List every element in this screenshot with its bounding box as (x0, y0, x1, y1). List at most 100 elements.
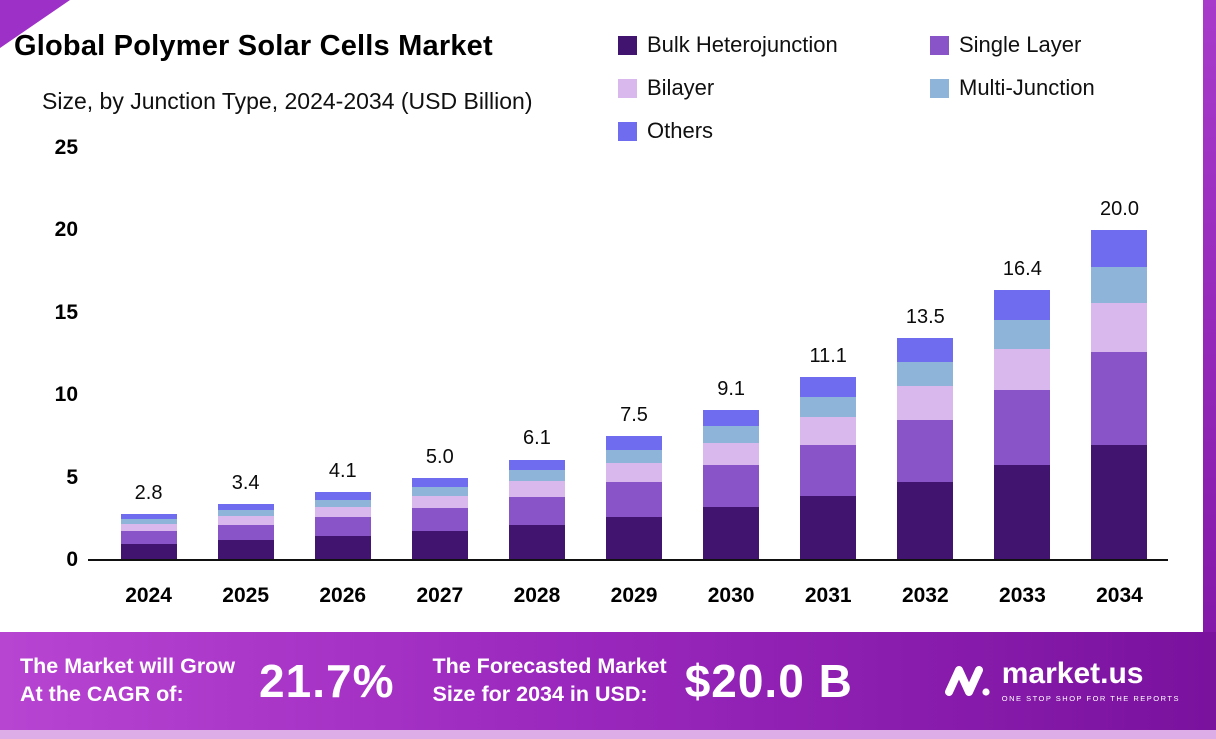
legend-item-bulk-heterojunction: Bulk Heterojunction (618, 32, 930, 58)
bar-total-label: 20.0 (1100, 198, 1139, 221)
legend-label: Others (647, 118, 714, 143)
legend-swatch-icon (618, 121, 637, 141)
x-axis-label-2032: 2032 (901, 584, 949, 607)
y-axis-tick-label: 0 (66, 548, 78, 571)
bar-segment-bilayer (897, 386, 954, 420)
bar-segment-others (217, 504, 274, 511)
forecast-label-line2: Size for 2034 in USD: (432, 681, 648, 706)
legend-swatch-icon (618, 78, 637, 98)
legend-item-bilayer: Bilayer (618, 75, 930, 101)
bar-segment-single-layer (120, 531, 177, 544)
bar-column-2032: 13.5 (877, 148, 974, 560)
bar-segment-single-layer (1091, 352, 1148, 445)
bar-segment-others (994, 289, 1051, 320)
bottom-banner: The Market will Grow At the CAGR of: 21.… (0, 632, 1216, 739)
logo-name: market.us (1001, 656, 1144, 690)
legend-swatch-icon (930, 78, 949, 98)
bar-total-label: 13.5 (905, 305, 945, 328)
x-axis-line (88, 559, 1168, 561)
stacked-bar (411, 477, 468, 560)
bar-segment-others (1091, 230, 1148, 267)
bar-segment-single-layer (217, 524, 274, 541)
bar-total-label: 9.1 (717, 378, 746, 401)
x-axis-label-2031: 2031 (804, 584, 852, 607)
stacked-bar (217, 504, 274, 560)
bar-segment-multi-junction (994, 319, 1051, 350)
bar-segment-single-layer (411, 508, 468, 532)
bar-segment-multi-junction (1091, 266, 1148, 303)
bar-total-label: 2.8 (134, 481, 163, 504)
y-axis-tick-label: 10 (54, 383, 78, 407)
market-us-logo-icon (944, 665, 990, 696)
stacked-bar (120, 513, 177, 560)
legend-item-others: Others (618, 118, 930, 144)
bar-total-label: 11.1 (809, 345, 847, 368)
bar-segment-bulk-heterojunction (800, 495, 857, 560)
logo-tagline: ONE STOP SHOP FOR THE REPORTS (1001, 693, 1180, 703)
bar-segment-others (703, 410, 760, 427)
bar-segment-bilayer (411, 495, 468, 509)
forecast-label: The Forecasted Market Size for 2034 in U… (432, 653, 666, 709)
bar-segment-others (800, 377, 857, 398)
bar-segment-bilayer (508, 481, 565, 497)
bar-column-2030: 9.1 (683, 148, 780, 560)
legend-label: Bulk Heterojunction (647, 32, 838, 57)
bar-segment-others (411, 477, 468, 487)
bar-segment-others (508, 459, 565, 471)
bar-column-2031: 11.1 (780, 148, 877, 560)
x-axis-label-2026: 2026 (319, 584, 367, 607)
bar-segment-single-layer (508, 496, 565, 525)
forecast-label-line1: The Forecasted Market (432, 653, 667, 678)
x-axis-label-2025: 2025 (222, 584, 269, 607)
bar-segment-others (606, 436, 663, 450)
bar-column-2028: 6.1 (488, 148, 585, 560)
legend-label: Single Layer (959, 32, 1082, 57)
legend-label: Multi-Junction (959, 75, 1095, 100)
bar-segment-single-layer (314, 517, 371, 537)
legend-swatch-icon (618, 35, 637, 55)
y-axis-tick-label: 5 (66, 465, 78, 489)
bar-segment-bulk-heterojunction (1091, 444, 1148, 560)
bar-segment-single-layer (897, 419, 954, 483)
bar-total-label: 7.5 (620, 404, 648, 427)
bar-total-label: 5.0 (425, 445, 454, 468)
banner-bottom-strip (0, 730, 1216, 739)
bar-segment-bulk-heterojunction (994, 465, 1051, 560)
bar-segment-multi-junction (120, 519, 177, 525)
legend: Bulk Heterojunction Single Layer Bilayer Mu… (618, 32, 1095, 144)
bar-segment-bilayer (606, 463, 663, 483)
cagr-label-line2: At the CAGR of: (20, 681, 184, 706)
bar-segment-bulk-heterojunction (897, 482, 954, 560)
x-axis-label-2034: 2034 (1096, 584, 1143, 607)
bar-segment-bilayer (314, 507, 371, 518)
legend-swatch-icon (930, 35, 949, 55)
chart-title: Global Polymer Solar Cells Market (14, 30, 493, 62)
bar-segment-others (120, 513, 177, 520)
x-axis-label-2028: 2028 (513, 584, 561, 607)
bar-column-2034: 20.0 (1071, 148, 1168, 560)
x-axis-labels: 2024 2025 2026 2027 2028 2029 2030 2031 2032 2033… (100, 584, 1168, 608)
market-us-logo: market.us ONE STOP SHOP FOR THE REPORTS (944, 656, 1180, 703)
bar-segment-multi-junction (897, 361, 954, 387)
corner-triangle-decoration (0, 0, 70, 48)
bar-column-2029: 7.5 (585, 148, 682, 560)
bar-segment-multi-junction (411, 486, 468, 496)
bar-column-2026: 4.1 (294, 148, 391, 560)
bar-segment-bilayer (120, 524, 177, 532)
bar-segment-bilayer (703, 442, 760, 466)
legend-item-multi-junction: Multi-Junction (930, 75, 1095, 101)
bar-segment-single-layer (606, 482, 663, 517)
bar-segment-bilayer (800, 417, 857, 445)
cagr-label: The Market will Grow At the CAGR of: (20, 653, 235, 709)
bar-segment-bulk-heterojunction (606, 516, 663, 560)
x-axis-label-2029: 2029 (610, 584, 658, 607)
bar-segment-bilayer (1091, 302, 1148, 353)
stacked-bar (994, 289, 1051, 560)
bar-segment-multi-junction (217, 510, 274, 517)
bar-column-2033: 16.4 (974, 148, 1071, 560)
y-axis-tick-label: 25 (54, 136, 78, 159)
bar-segment-bulk-heterojunction (314, 536, 371, 560)
right-edge-decoration (1203, 0, 1216, 634)
bar-column-2024: 2.8 (100, 148, 197, 560)
